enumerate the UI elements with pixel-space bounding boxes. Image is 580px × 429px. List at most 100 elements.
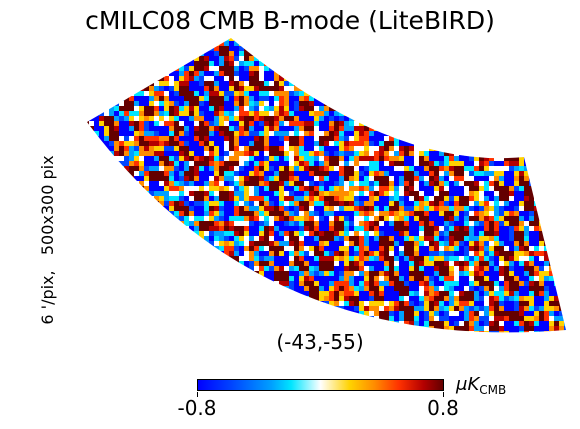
map-pixel bbox=[87, 201, 89, 206]
map-pixel bbox=[409, 246, 414, 251]
map-pixel bbox=[464, 211, 469, 216]
map-pixel bbox=[454, 166, 459, 171]
map-pixel bbox=[494, 81, 499, 86]
map-pixel bbox=[314, 126, 319, 131]
map-pixel bbox=[274, 56, 279, 61]
map-pixel bbox=[124, 266, 129, 271]
map-pixel bbox=[444, 111, 449, 116]
map-pixel bbox=[524, 61, 529, 66]
map-pixel bbox=[154, 266, 159, 271]
map-pixel bbox=[429, 216, 434, 221]
map-pixel bbox=[534, 81, 539, 86]
map-pixel bbox=[314, 106, 319, 111]
map-pixel bbox=[564, 236, 566, 241]
map-pixel bbox=[259, 221, 264, 226]
map-pixel bbox=[279, 111, 284, 116]
map-pixel bbox=[564, 121, 566, 126]
map-pixel bbox=[464, 126, 469, 131]
map-pixel bbox=[114, 156, 119, 161]
map-pixel bbox=[329, 161, 334, 166]
map-pixel bbox=[154, 231, 159, 236]
map-pixel bbox=[429, 46, 434, 51]
map-pixel bbox=[564, 81, 566, 86]
map-pixel bbox=[339, 56, 344, 61]
map-pixel bbox=[569, 236, 574, 241]
map-pixel bbox=[359, 51, 364, 56]
map-pixel bbox=[394, 71, 399, 76]
map-pixel bbox=[99, 41, 104, 46]
map-pixel bbox=[364, 281, 369, 286]
map-pixel bbox=[344, 171, 349, 176]
map-pixel bbox=[379, 246, 384, 251]
map-pixel bbox=[124, 286, 129, 291]
map-pixel bbox=[169, 196, 174, 201]
map-pixel bbox=[99, 76, 104, 81]
map-pixel bbox=[259, 61, 264, 66]
map-pixel bbox=[87, 56, 89, 61]
map-pixel bbox=[279, 96, 284, 101]
map-pixel bbox=[284, 221, 289, 226]
map-pixel bbox=[154, 286, 159, 291]
map-pixel bbox=[344, 186, 349, 191]
map-pixel bbox=[279, 261, 284, 266]
map-pixel bbox=[259, 261, 264, 266]
map-pixel bbox=[514, 116, 519, 121]
map-pixel bbox=[344, 201, 349, 206]
map-pixel bbox=[429, 96, 434, 101]
map-pixel bbox=[309, 286, 314, 291]
map-pixel bbox=[329, 246, 334, 251]
map-pixel bbox=[204, 161, 209, 166]
map-pixel bbox=[439, 211, 444, 216]
map-pixel bbox=[319, 256, 324, 261]
map-pixel bbox=[104, 196, 109, 201]
map-pixel bbox=[299, 91, 304, 96]
map-pixel bbox=[474, 126, 479, 131]
map-pixel bbox=[344, 91, 349, 96]
map-pixel bbox=[274, 96, 279, 101]
map-pixel bbox=[329, 61, 334, 66]
map-pixel bbox=[334, 71, 339, 76]
map-pixel bbox=[549, 76, 554, 81]
map-pixel bbox=[369, 181, 374, 186]
map-pixel bbox=[204, 76, 209, 81]
map-pixel bbox=[354, 226, 359, 231]
map-pixel bbox=[89, 41, 94, 46]
map-pixel bbox=[164, 116, 169, 121]
map-pixel bbox=[469, 286, 474, 291]
map-pixel bbox=[154, 216, 159, 221]
map-pixel bbox=[159, 156, 164, 161]
map-pixel bbox=[379, 271, 384, 276]
map-pixel bbox=[484, 256, 489, 261]
map-pixel bbox=[209, 131, 214, 136]
map-pixel bbox=[444, 81, 449, 86]
map-pixel bbox=[94, 131, 99, 136]
map-pixel bbox=[284, 216, 289, 221]
map-pixel bbox=[439, 61, 444, 66]
map-pixel bbox=[134, 166, 139, 171]
map-pixel bbox=[474, 166, 479, 171]
map-pixel bbox=[504, 101, 509, 106]
map-pixel bbox=[474, 106, 479, 111]
map-pixel bbox=[219, 86, 224, 91]
map-pixel bbox=[564, 51, 566, 56]
map-pixel bbox=[99, 146, 104, 151]
map-pixel bbox=[254, 181, 259, 186]
map-pixel bbox=[164, 136, 169, 141]
map-pixel bbox=[139, 261, 144, 266]
map-pixel bbox=[524, 56, 529, 61]
map-pixel bbox=[294, 206, 299, 211]
map-pixel bbox=[494, 151, 499, 156]
map-pixel bbox=[164, 141, 169, 146]
map-pixel bbox=[224, 171, 229, 176]
map-pixel bbox=[129, 56, 134, 61]
map-pixel bbox=[549, 231, 554, 236]
map-pixel bbox=[234, 131, 239, 136]
map-pixel bbox=[149, 56, 154, 61]
map-pixel bbox=[519, 101, 524, 106]
map-pixel bbox=[264, 201, 269, 206]
map-pixel bbox=[284, 206, 289, 211]
map-pixel bbox=[514, 246, 519, 251]
map-pixel bbox=[214, 226, 219, 231]
map-pixel bbox=[454, 241, 459, 246]
map-pixel bbox=[184, 111, 189, 116]
